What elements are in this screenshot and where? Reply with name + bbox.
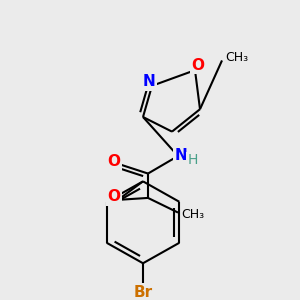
Text: H: H [188, 153, 198, 167]
Text: Br: Br [134, 285, 153, 300]
Text: CH₃: CH₃ [225, 51, 248, 64]
Text: CH₃: CH₃ [181, 208, 204, 221]
Text: O: O [107, 190, 121, 205]
Text: N: N [142, 74, 155, 89]
Text: O: O [107, 154, 121, 169]
Text: O: O [191, 58, 205, 73]
Text: N: N [175, 148, 188, 164]
